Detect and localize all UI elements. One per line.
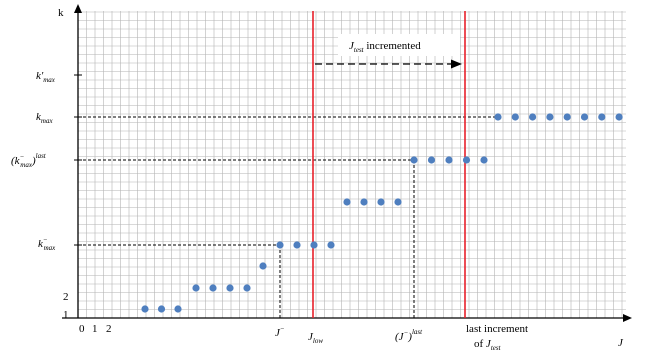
x-label-jml-open: ( <box>395 331 400 343</box>
annotation-suffix: incremented <box>364 40 422 52</box>
y-label-kml-close: ) <box>31 155 36 167</box>
data-point <box>615 113 623 121</box>
data-point <box>394 198 402 206</box>
annotation-sub: test <box>354 46 365 54</box>
y-label-k-minus-max: k− max <box>38 236 56 252</box>
data-point <box>174 305 182 313</box>
y-label-k-minus-max-last: (k− max)last <box>11 152 47 169</box>
annotation-text: Jtest incremented <box>349 40 421 54</box>
x-label-2: 2 <box>106 323 112 335</box>
y-label-k-max-sub: max <box>41 117 54 125</box>
data-point <box>427 156 436 164</box>
y-label-kml-base: k <box>15 155 21 167</box>
y-label-kmm-base: k <box>38 238 44 250</box>
y-label-kml-sup: − <box>20 153 25 161</box>
x-label-li-base: J <box>486 338 492 350</box>
y-label-kml-open: ( <box>11 155 16 167</box>
y-label-2: 2 <box>63 291 69 303</box>
y-axis-arrow <box>74 4 82 13</box>
data-point <box>259 262 267 270</box>
x-label-jml-close: ) <box>407 331 412 343</box>
x-label-li-sub: test <box>491 344 502 352</box>
x-label-jml-sup: − <box>404 329 409 337</box>
data-point <box>445 156 453 164</box>
y-label-kmm-sub: max <box>44 244 57 252</box>
data-point <box>529 113 537 121</box>
x-label-jml-sup2: last <box>412 328 423 336</box>
x-label-j-minus-last: (J−)last <box>395 328 423 343</box>
data-point <box>494 113 502 121</box>
data-point <box>511 113 519 121</box>
data-point <box>276 241 284 249</box>
data-point <box>343 198 351 206</box>
grid <box>78 11 626 318</box>
x-label-last-increment-line2: of Jtest <box>474 338 502 352</box>
data-point <box>546 113 554 121</box>
data-point <box>360 198 368 206</box>
data-point <box>141 305 149 313</box>
red-lines <box>312 11 466 318</box>
x-label-last-increment-line1: last increment <box>466 323 528 335</box>
data-point <box>226 284 234 292</box>
y-tick-labels: k'max kmax (k− max)last k− max 2 1 <box>11 70 69 321</box>
x-label-jm-sup: − <box>280 325 285 333</box>
y-label-kml-sub: max <box>20 161 33 169</box>
x-label-j-minus: J− <box>275 325 285 339</box>
data-points <box>141 113 623 313</box>
x-label-1: 1 <box>92 323 98 335</box>
y-axis-label: k <box>58 7 64 19</box>
data-point <box>209 284 217 292</box>
annotation-box <box>338 34 460 56</box>
y-label-k-max: kmax <box>36 111 53 125</box>
data-point <box>598 113 606 121</box>
x-axis-label: J <box>618 337 624 349</box>
data-point <box>310 241 318 249</box>
annotation: Jtest incremented <box>315 34 462 69</box>
y-label-k-prime-max-base: k' <box>36 70 44 82</box>
y-label-kmm-sup: − <box>43 236 48 244</box>
dashed-guides <box>78 116 498 318</box>
annotation-base: J <box>349 40 355 52</box>
x-label-jml-base: J <box>399 331 405 343</box>
data-point <box>563 113 571 121</box>
y-label-k-prime-max-sub: max <box>43 76 56 84</box>
x-label-0: 0 <box>79 323 85 335</box>
y-label-1: 1 <box>63 309 69 321</box>
y-label-kml-sup2: last <box>36 152 47 160</box>
data-point <box>580 113 589 121</box>
x-label-j-low: Jlow <box>308 331 323 345</box>
y-label-k-prime-max: k'max <box>36 70 56 84</box>
data-point <box>157 305 166 313</box>
data-point <box>377 198 385 206</box>
data-point <box>192 284 200 292</box>
x-axis-arrow <box>623 314 632 322</box>
x-label-li-prefix: of <box>474 338 486 350</box>
data-point <box>410 156 418 164</box>
data-point <box>327 241 335 249</box>
x-label-jl-base: J <box>308 331 314 343</box>
data-point <box>293 241 301 249</box>
data-point <box>462 156 471 164</box>
x-label-jl-sub: low <box>313 337 323 345</box>
x-label-jm-base: J <box>275 327 281 339</box>
axes: k J <box>58 4 632 349</box>
data-point <box>243 284 251 292</box>
data-point <box>480 156 488 164</box>
annotation-arrow-head <box>451 59 462 69</box>
y-label-k-max-base: k <box>36 111 42 123</box>
x-tick-labels: 0 1 2 J− Jlow (J−)last last increment of… <box>79 323 528 352</box>
